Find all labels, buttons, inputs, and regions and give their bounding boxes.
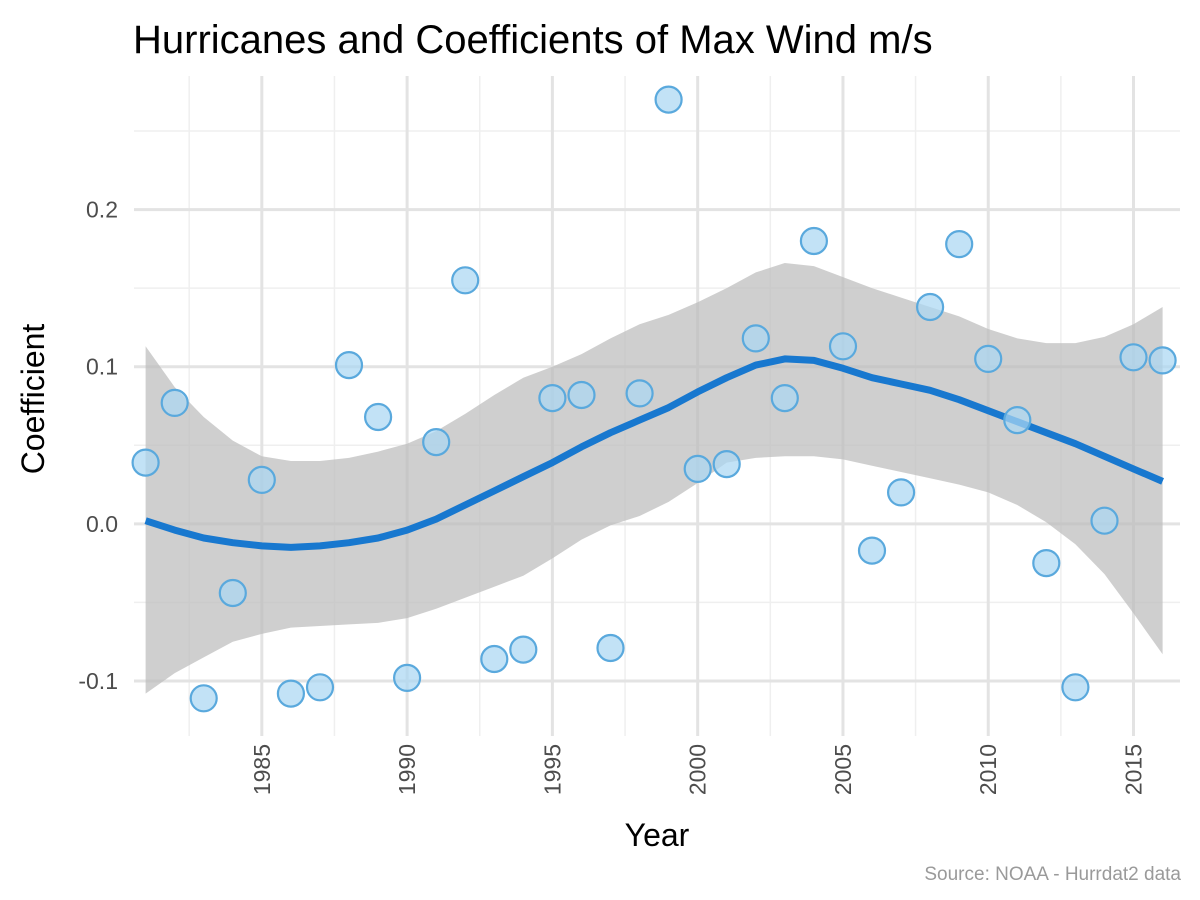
smooth-line-layer (144, 355, 1164, 551)
data-point (741, 324, 770, 353)
x-tick-label: 2000 (685, 744, 711, 795)
y-tick-label: 0.1 (86, 354, 118, 380)
data-point (1148, 346, 1177, 375)
y-tick-label: 0.2 (86, 197, 118, 223)
x-tick-label: 2010 (975, 744, 1001, 795)
data-point (683, 454, 712, 483)
data-point (509, 635, 538, 664)
data-point (770, 384, 799, 413)
data-point (451, 266, 480, 295)
data-point (1003, 406, 1032, 435)
data-point (1032, 548, 1061, 578)
data-point (625, 379, 654, 408)
data-point (915, 292, 945, 322)
data-point (189, 684, 218, 713)
data-point (334, 351, 364, 380)
x-tick-label: 1985 (249, 744, 275, 795)
data-point (393, 663, 422, 693)
data-point (857, 536, 887, 565)
data-point (1119, 343, 1148, 372)
smooth-trend-line (144, 355, 1164, 551)
data-point (799, 226, 829, 256)
x-axis-tick-labels: 1985 1990 1995 2000 2005 2010 2015 (249, 744, 1147, 795)
data-point (218, 578, 247, 608)
confidence-band (145, 263, 1163, 694)
data-point (305, 673, 335, 702)
confidence-band-layer (145, 263, 1163, 694)
data-point (886, 478, 916, 507)
y-axis-title: Coefficient (15, 324, 51, 475)
data-point (654, 85, 683, 114)
data-point (1061, 673, 1090, 702)
x-tick-label: 2005 (830, 744, 856, 795)
data-point (596, 633, 625, 663)
x-tick-label: 2015 (1121, 744, 1147, 795)
y-tick-label: -0.1 (78, 668, 118, 694)
source-caption: Source: NOAA - Hurrdat2 data (924, 864, 1181, 885)
data-point (974, 344, 1003, 373)
chart-title: Hurricanes and Coefficients of Max Wind … (133, 18, 933, 62)
data-point (567, 380, 596, 410)
x-axis-title: Year (625, 817, 690, 853)
data-point (828, 332, 858, 361)
data-point (422, 428, 451, 457)
x-tick-label: 1990 (394, 744, 420, 795)
x-tick-label: 1995 (539, 744, 565, 795)
data-point (160, 388, 189, 417)
data-point (1090, 506, 1119, 535)
data-point (247, 465, 276, 494)
y-tick-label: 0.0 (86, 511, 118, 537)
data-point (276, 679, 305, 708)
data-point (712, 450, 741, 479)
data-point (131, 448, 160, 477)
data-points-layer (131, 85, 1177, 713)
data-point (945, 230, 974, 259)
data-point (364, 402, 393, 432)
data-point (480, 644, 509, 674)
y-axis-tick-labels: -0.1 0.0 0.1 0.2 (78, 197, 118, 694)
data-point (538, 384, 567, 413)
